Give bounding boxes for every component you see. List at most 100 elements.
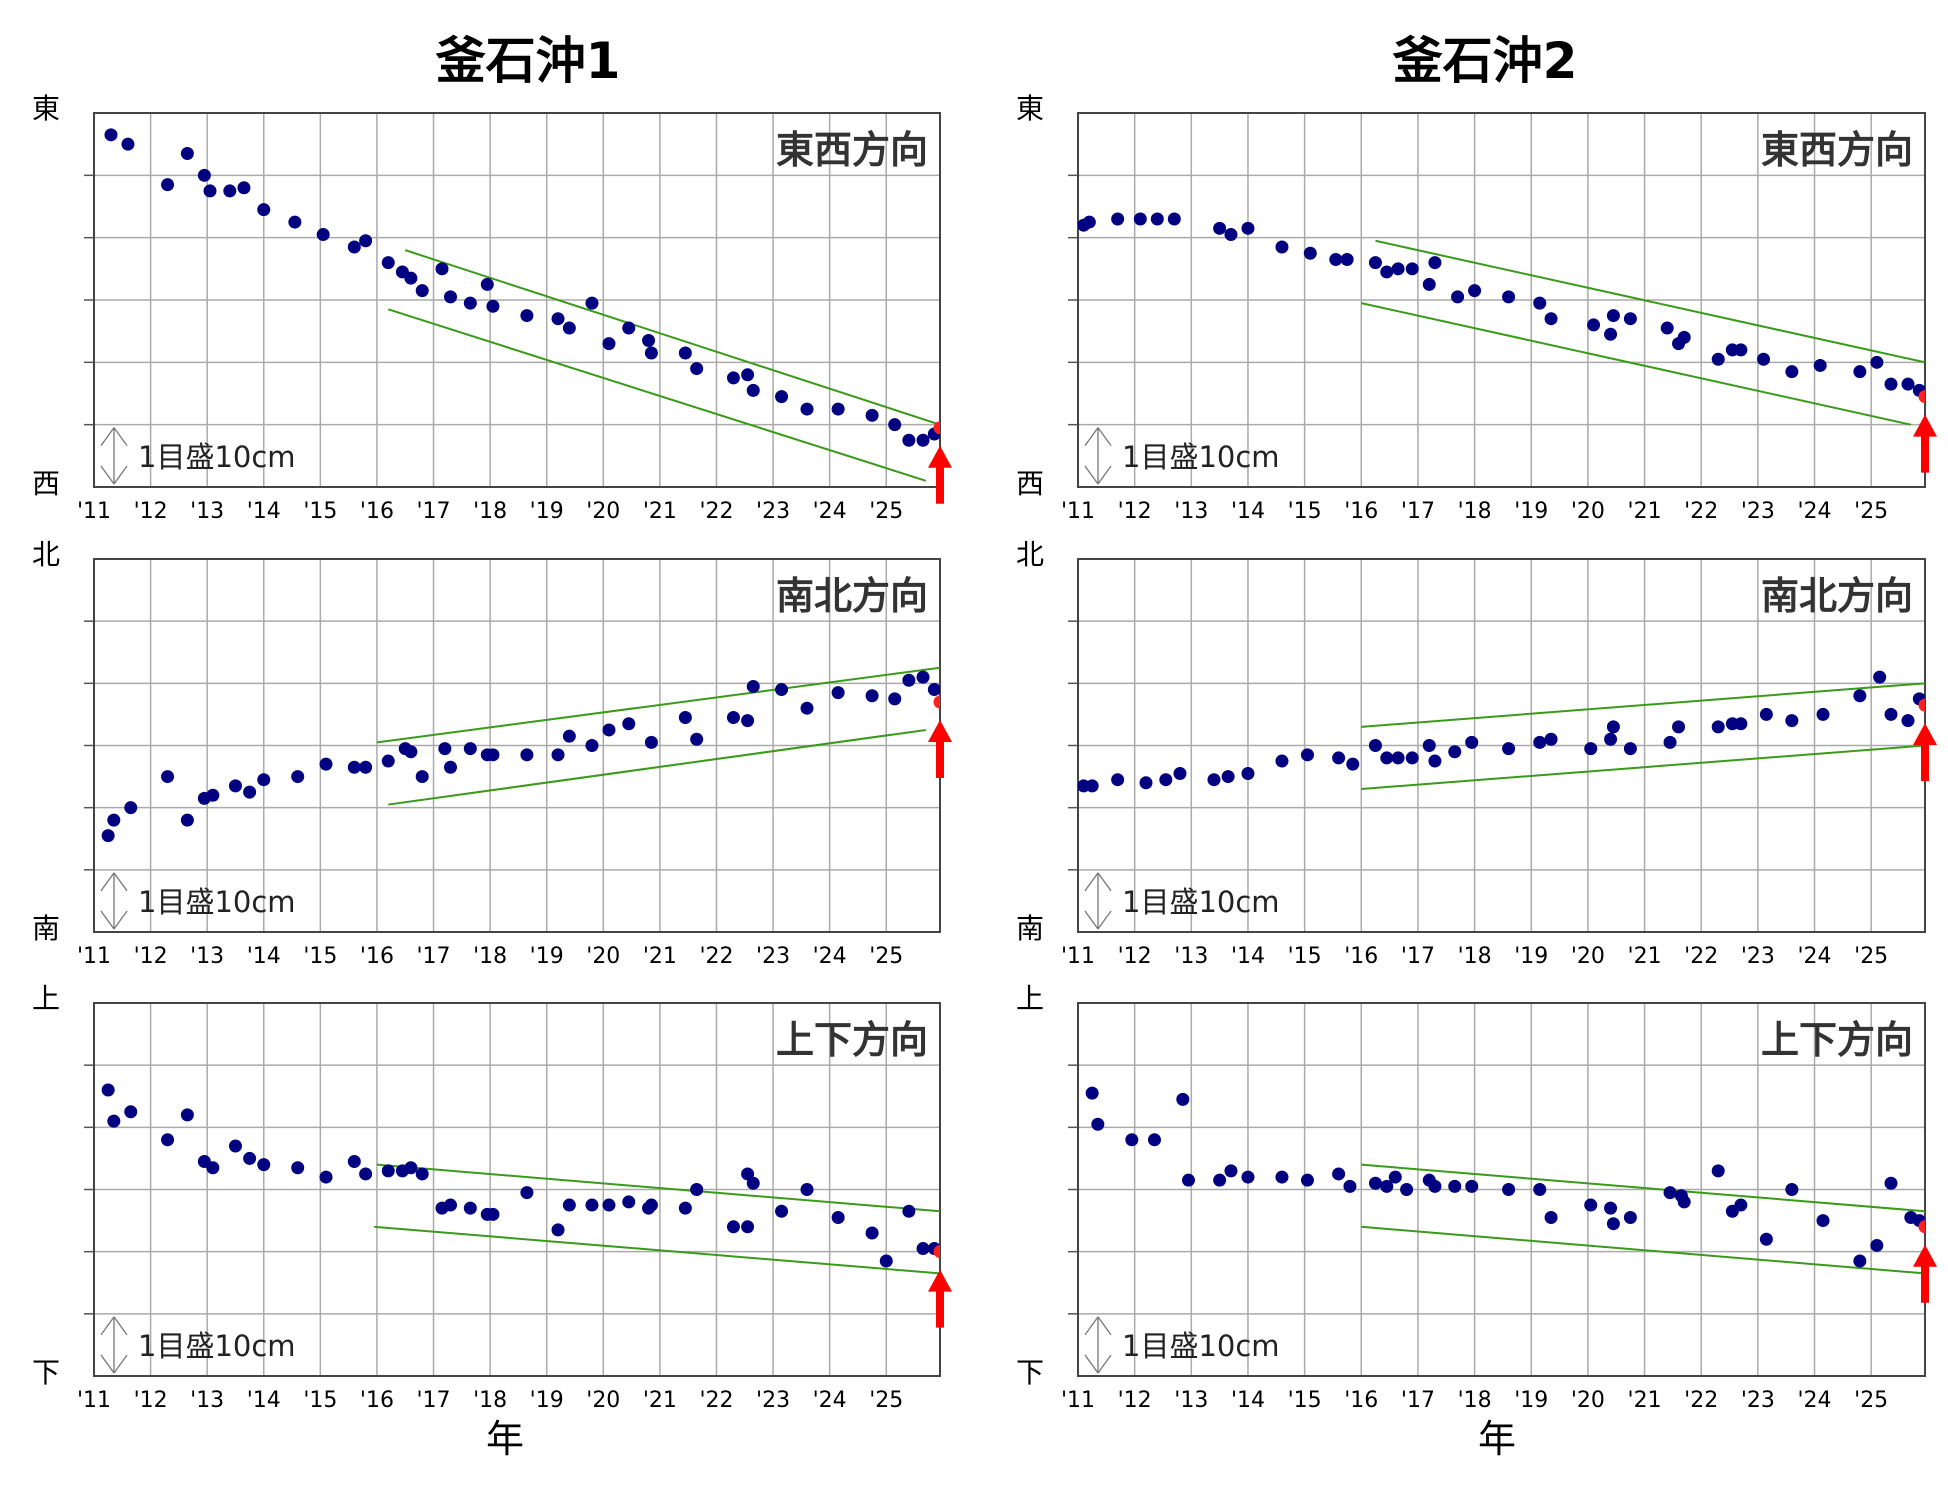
data-point <box>319 1170 333 1184</box>
scale-arrow-head-up <box>1084 427 1112 447</box>
x-tick-label: '24 <box>813 1388 847 1413</box>
x-tick-label: '12 <box>134 1388 168 1413</box>
latest-data-point <box>1918 1220 1925 1234</box>
trend-line <box>1361 302 1912 426</box>
x-tick-label: '19 <box>530 499 564 524</box>
x-axis-label-left: 年 <box>486 1417 524 1461</box>
x-tick-label: '19 <box>1514 1388 1548 1413</box>
x-tick-label: '24 <box>1797 1388 1831 1413</box>
data-point <box>916 1242 930 1256</box>
x-tick-label: '22 <box>1684 1388 1718 1413</box>
data-point <box>101 829 115 843</box>
data-point <box>1584 742 1598 756</box>
trend-line <box>1361 1225 1925 1275</box>
data-point <box>1241 1170 1255 1184</box>
data-point <box>1884 707 1898 721</box>
y-axis-bottom-label: 南 <box>1016 912 1044 945</box>
data-point <box>1533 296 1547 310</box>
data-point <box>916 433 930 447</box>
data-point <box>257 773 271 787</box>
data-point <box>865 1226 879 1240</box>
data-point <box>1368 1176 1382 1190</box>
data-point <box>1085 1086 1099 1100</box>
data-point <box>1711 1164 1725 1178</box>
data-point <box>1405 262 1419 276</box>
data-point <box>1901 377 1915 391</box>
data-point <box>237 181 251 195</box>
data-point <box>1813 358 1827 372</box>
data-point <box>1332 751 1346 765</box>
data-point <box>916 670 930 684</box>
x-tick-label: '17 <box>417 1388 451 1413</box>
scale-label: 1目盛10cm <box>138 885 296 919</box>
data-point <box>1606 309 1620 323</box>
data-point <box>741 1167 755 1181</box>
data-point <box>1150 212 1164 226</box>
data-point <box>223 184 237 198</box>
x-tick-label: '25 <box>869 1388 903 1413</box>
data-point <box>1133 212 1147 226</box>
x-tick-label: '21 <box>1628 944 1662 969</box>
x-tick-label: '17 <box>1401 1388 1435 1413</box>
scale-arrow-head-up <box>100 1316 128 1336</box>
data-point <box>463 1201 477 1215</box>
y-axis-top-label: 東 <box>32 92 60 125</box>
data-point <box>726 1220 740 1234</box>
data-point <box>1448 745 1462 759</box>
latest-arrow-head <box>928 1269 952 1292</box>
latest-data-point <box>933 695 940 709</box>
data-point <box>347 1155 361 1169</box>
x-tick-label: '19 <box>1514 944 1548 969</box>
latest-data-point <box>1918 390 1925 404</box>
data-point <box>1085 779 1099 793</box>
latest-data-point <box>933 421 940 435</box>
data-point <box>206 1161 220 1175</box>
scale-arrow-head-down <box>1084 910 1112 930</box>
trend-line <box>374 1225 940 1275</box>
data-point <box>1405 751 1419 765</box>
data-point <box>562 1198 576 1212</box>
x-tick-label: '24 <box>1797 944 1831 969</box>
data-point <box>381 754 395 768</box>
data-point <box>1604 732 1618 746</box>
data-point <box>1785 365 1799 379</box>
data-point <box>463 296 477 310</box>
data-point <box>1853 365 1867 379</box>
x-tick-label: '11 <box>1061 1388 1095 1413</box>
x-tick-label: '21 <box>643 944 677 969</box>
data-point <box>1734 1198 1748 1212</box>
data-point <box>1303 246 1317 260</box>
x-tick-label: '21 <box>643 1388 677 1413</box>
data-point <box>1275 754 1289 768</box>
x-tick-label: '13 <box>1174 944 1208 969</box>
x-tick-label: '15 <box>1288 499 1322 524</box>
x-tick-label: '25 <box>1854 499 1888 524</box>
data-point <box>359 1167 373 1181</box>
data-point <box>404 271 418 285</box>
trend-line <box>1361 744 1925 791</box>
data-point <box>1660 321 1674 335</box>
data-point <box>690 732 704 746</box>
x-tick-label: '13 <box>190 499 224 524</box>
data-point <box>1300 748 1314 762</box>
data-point <box>690 1183 704 1196</box>
x-tick-label: '23 <box>1741 1388 1775 1413</box>
x-tick-label: '16 <box>1344 944 1378 969</box>
x-tick-label: '25 <box>869 499 903 524</box>
data-point <box>585 1198 599 1212</box>
x-tick-label: '23 <box>1741 499 1775 524</box>
latest-arrow-head <box>1913 1244 1937 1267</box>
chart-panel: '11 '12 '13 '14 '15 '16 '17 '18 '19 '20 '21 '22 '23 '… <box>1016 538 1937 969</box>
data-point <box>1380 1179 1394 1193</box>
data-point <box>319 757 333 771</box>
scale-arrow-head-up <box>1084 872 1112 892</box>
y-axis-top-label: 上 <box>32 982 60 1015</box>
x-tick-label: '17 <box>1401 499 1435 524</box>
scale-arrow-head-down <box>100 910 128 930</box>
data-point <box>121 137 135 151</box>
data-point <box>1428 1179 1442 1193</box>
data-point <box>381 256 395 270</box>
x-tick-label: '15 <box>1288 1388 1322 1413</box>
x-tick-label: '14 <box>247 944 281 969</box>
y-axis-bottom-label: 下 <box>1016 1356 1044 1389</box>
